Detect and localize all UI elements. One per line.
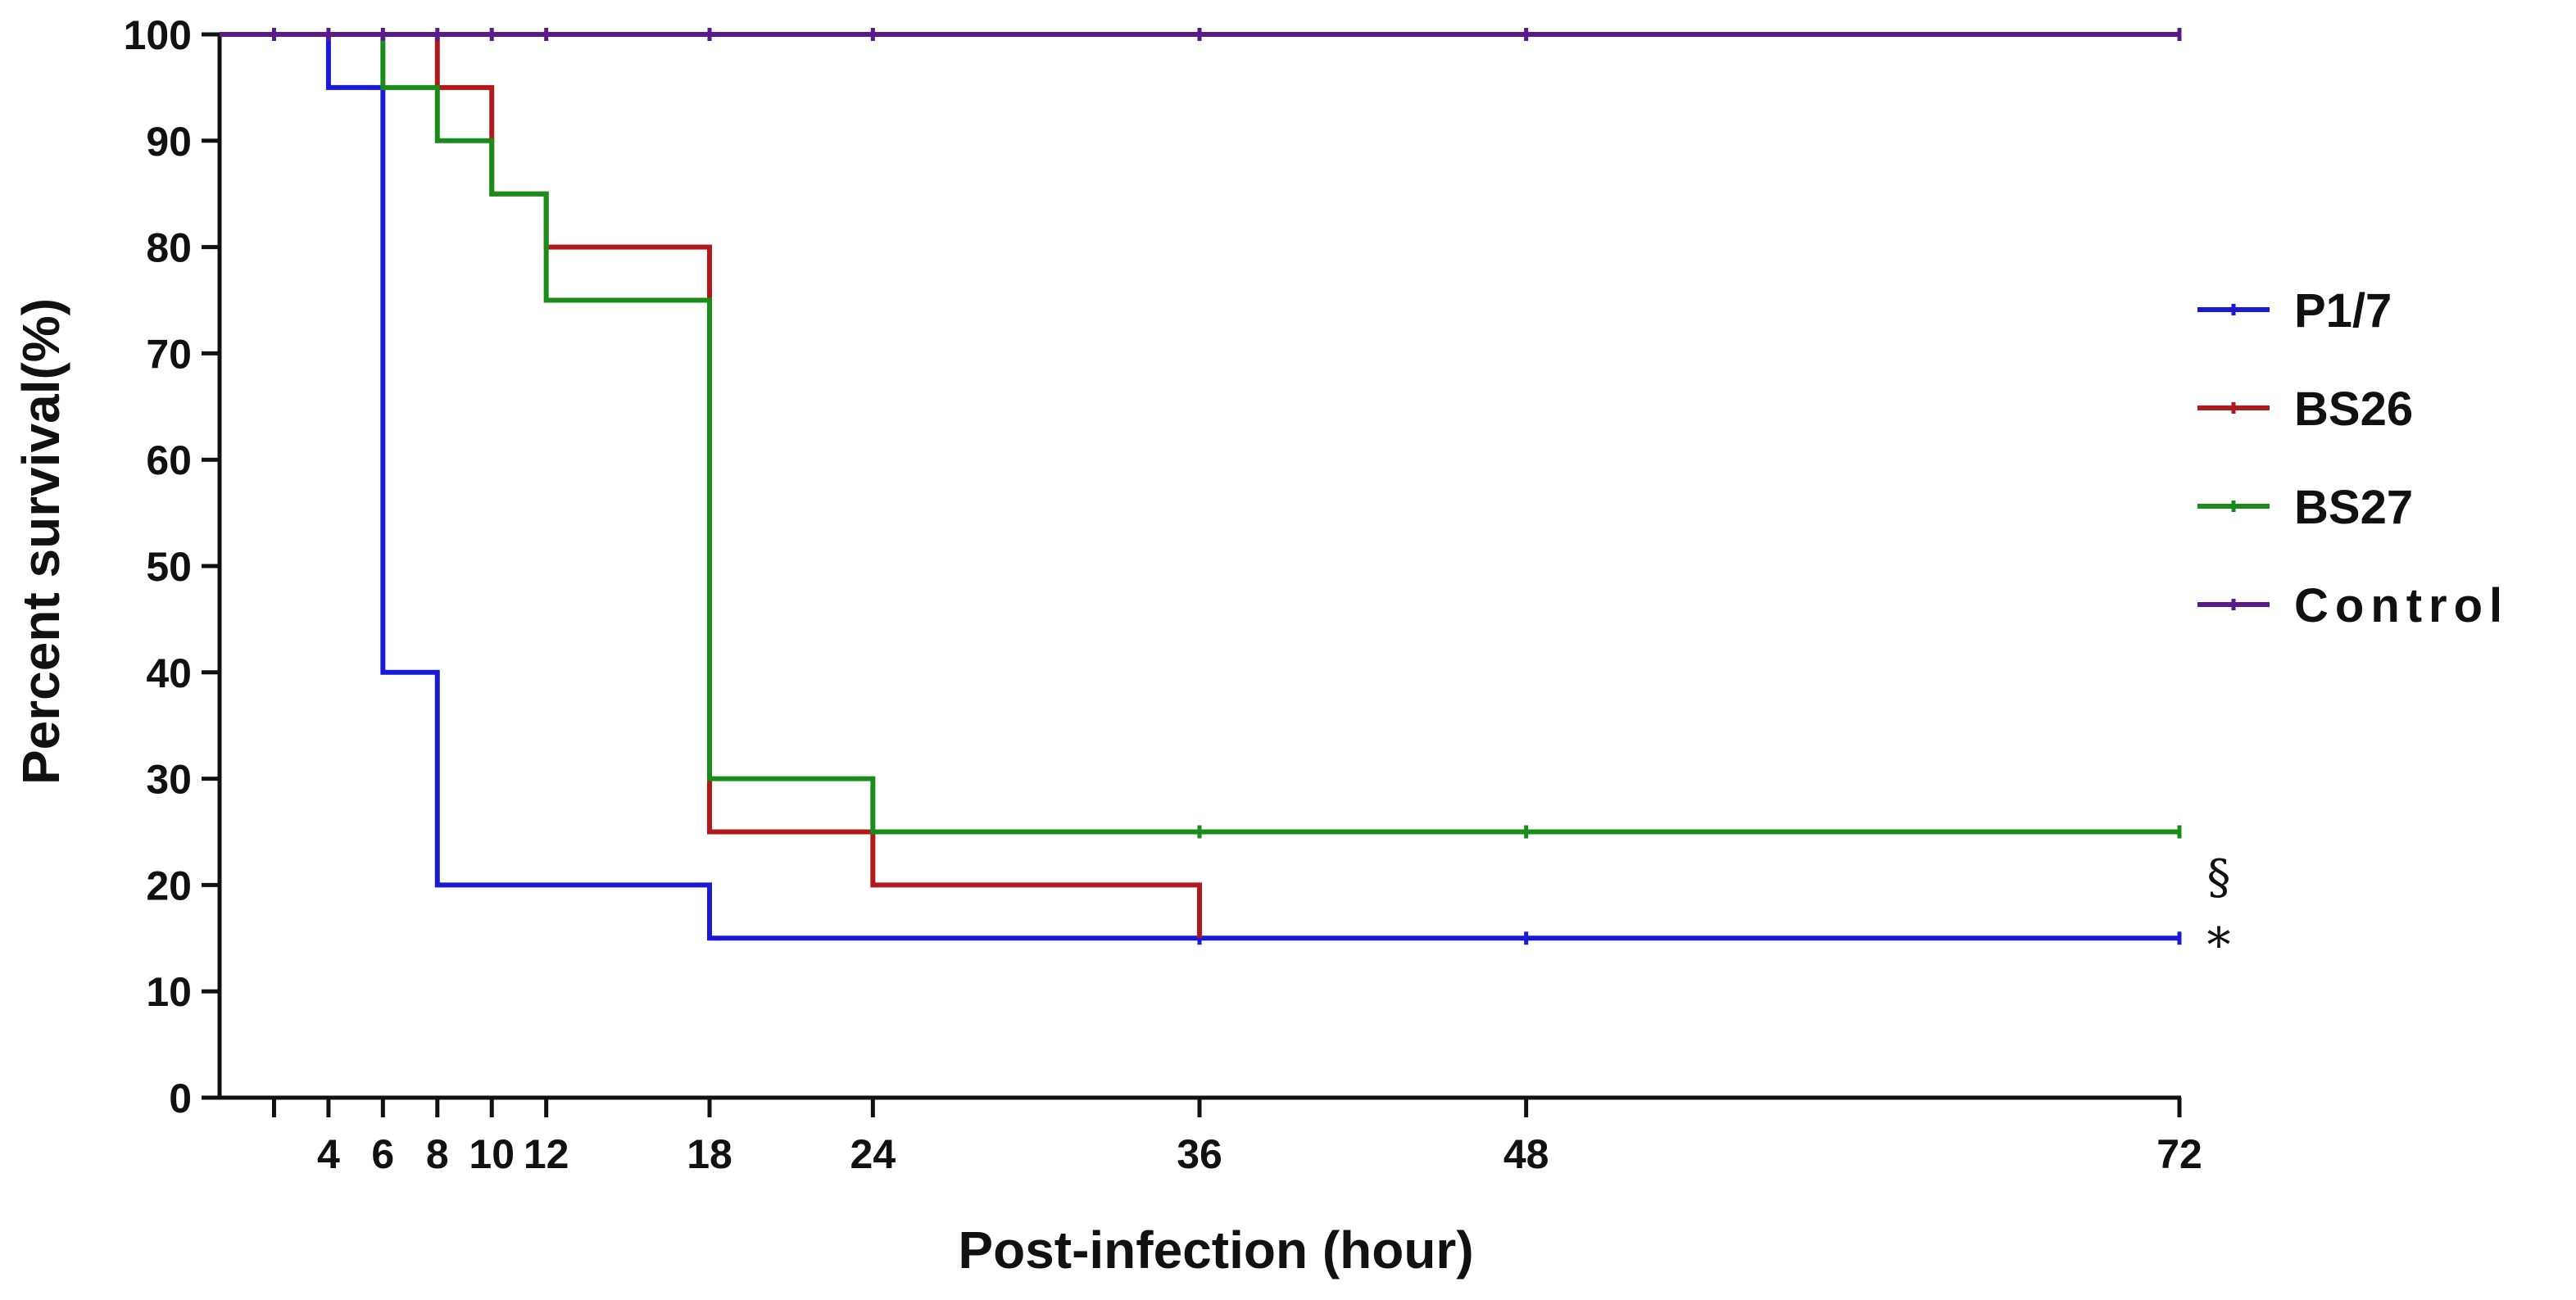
y-tick-label: 80 [146, 225, 192, 271]
significance-annotations: *§ [2207, 849, 2231, 973]
x-tick-label: 72 [2156, 1131, 2202, 1177]
x-tick-label: 12 [524, 1131, 569, 1177]
y-tick-label: 50 [146, 544, 192, 590]
x-tick-label: 36 [1177, 1131, 1222, 1177]
y-tick-label: 40 [146, 650, 192, 696]
series-line-p1-7 [220, 32, 2179, 941]
annotation-bs27: § [2207, 849, 2231, 905]
legend-label: Control [2294, 579, 2509, 632]
y-tick-label: 100 [124, 12, 192, 58]
x-tick-label: 8 [426, 1131, 449, 1177]
y-tick-label: 20 [146, 863, 192, 908]
x-tick-label: 4 [317, 1131, 340, 1177]
series-lines [220, 28, 2182, 945]
y-tick-label: 30 [146, 757, 192, 803]
x-tick-label: 6 [371, 1131, 394, 1177]
y-tick-label: 90 [146, 119, 192, 165]
x-tick-label: 10 [469, 1131, 515, 1177]
x-axis-title: Post-infection (hour) [958, 1221, 1473, 1280]
y-tick-label: 0 [169, 1076, 192, 1121]
y-axis-title: Percent survival(%) [11, 298, 70, 785]
y-tick-label: 70 [146, 331, 192, 377]
x-tick-label: 18 [687, 1131, 732, 1177]
legend-label: BS26 [2294, 383, 2413, 436]
x-tick-label: 48 [1503, 1131, 1549, 1177]
legend-label: P1/7 [2294, 284, 2392, 337]
legend: P1/7 BS26 BS27 Control [2197, 284, 2509, 632]
y-tick-label: 60 [146, 437, 192, 483]
x-tick-label: 24 [850, 1131, 896, 1177]
y-tick-label: 10 [146, 969, 192, 1015]
annotation-p1-7: * [2207, 917, 2231, 972]
series-line-bs27 [220, 32, 2179, 835]
legend-label: BS27 [2294, 481, 2413, 534]
